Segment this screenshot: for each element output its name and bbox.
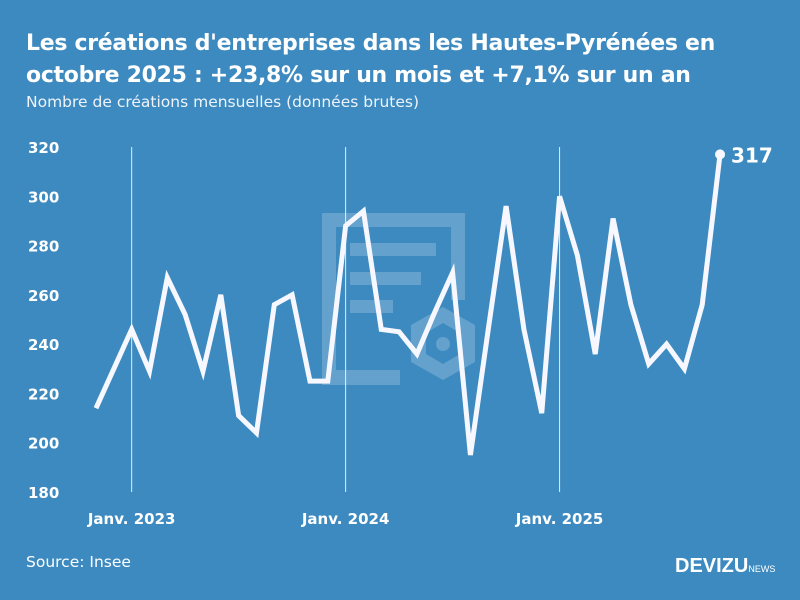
chart-title: Les créations d'entreprises dans les Hau… <box>26 28 786 92</box>
series-line <box>93 154 723 456</box>
y-tick-label: 200 <box>28 435 59 453</box>
chart-subtitle: Nombre de créations mensuelles (données … <box>26 93 420 111</box>
devizu-logo: DEVIZUNEWS <box>675 555 775 578</box>
x-tick-label: Janv. 2024 <box>301 510 390 528</box>
x-tick-label: Janv. 2025 <box>515 510 604 528</box>
x-tick-label: Janv. 2023 <box>87 510 176 528</box>
logo-suffix: NEWS <box>748 564 776 574</box>
last-point-marker <box>715 149 726 160</box>
last-value-label: 317 <box>731 143 773 167</box>
y-tick-label: 300 <box>28 188 59 206</box>
y-tick-label: 180 <box>28 484 59 502</box>
title-line-2: octobre 2025 : +23,8% sur un mois et +7,… <box>26 63 691 88</box>
y-tick-label: 260 <box>28 287 59 305</box>
y-tick-label: 220 <box>28 385 59 403</box>
title-line-1: Les créations d'entreprises dans les Hau… <box>26 31 715 56</box>
source-note: Source: Insee <box>26 553 131 571</box>
y-tick-label: 320 <box>28 139 59 157</box>
y-tick-label: 280 <box>28 238 59 256</box>
logo-main: DEVIZU <box>675 555 749 577</box>
y-tick-label: 240 <box>28 336 59 354</box>
